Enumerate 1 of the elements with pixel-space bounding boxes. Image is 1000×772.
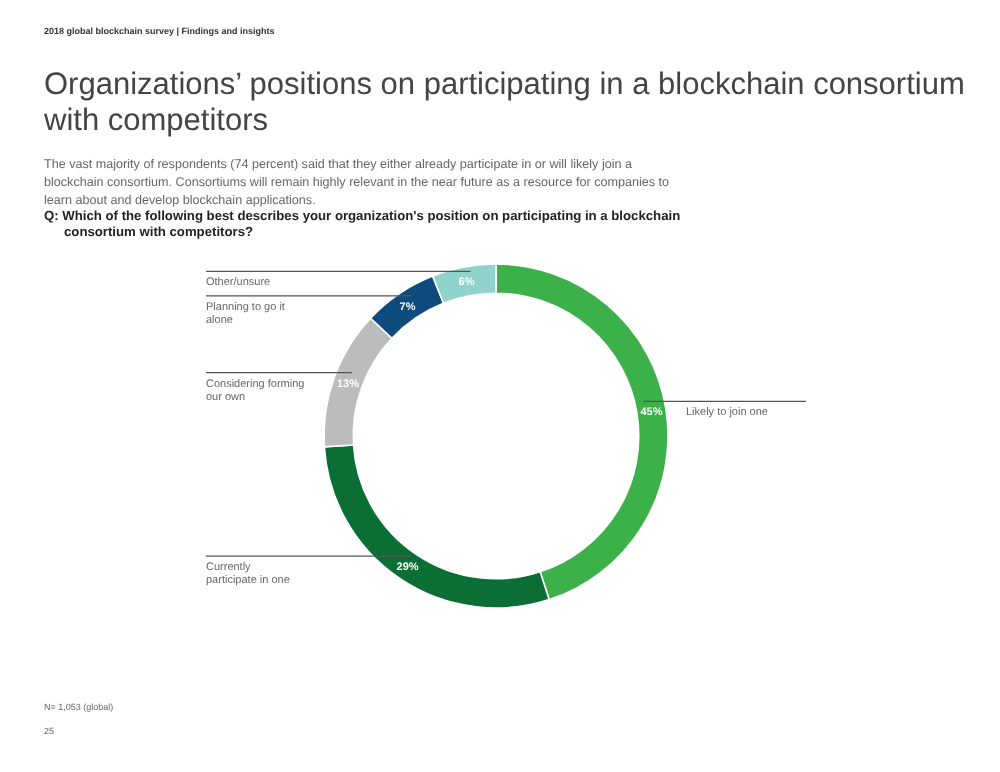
chart-title: Organizations’ positions on participating in a blockchain consortium with competitors [42,68,965,138]
